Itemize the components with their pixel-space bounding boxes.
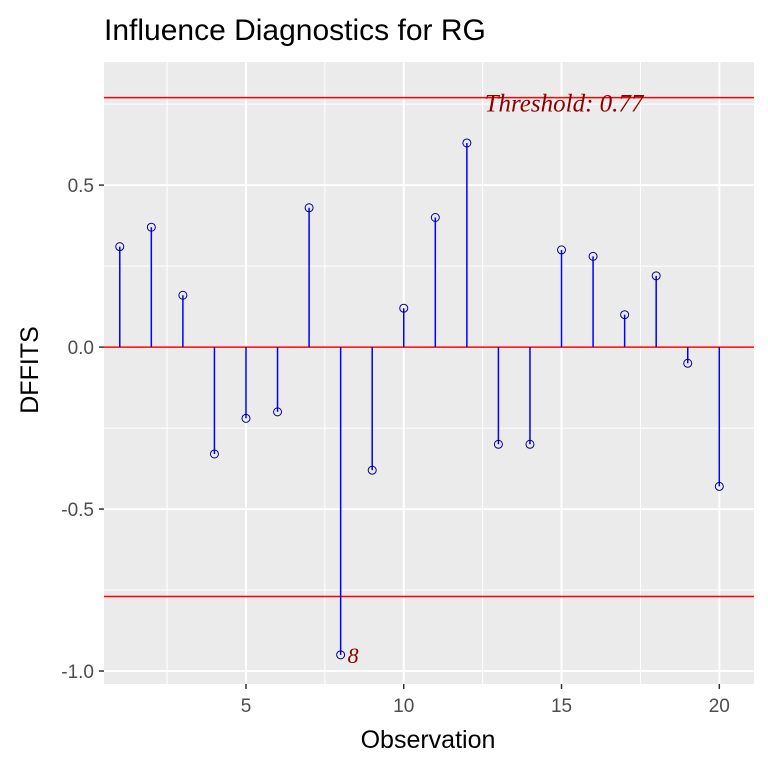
data-point	[683, 358, 693, 368]
data-point	[557, 245, 567, 255]
y-tick-label: 0.0	[68, 338, 94, 359]
y-tick-label: -1.0	[61, 662, 94, 683]
data-point	[178, 290, 188, 300]
y-tick-label: -0.5	[61, 500, 94, 521]
data-point	[714, 481, 724, 491]
data-point	[493, 439, 503, 449]
data-point	[115, 242, 125, 252]
x-tick-label: 15	[551, 696, 572, 717]
data-point	[336, 650, 346, 660]
data-point	[651, 271, 661, 281]
point-label: 8	[348, 643, 359, 668]
data-point	[399, 303, 409, 313]
y-tick-label: 0.5	[68, 176, 94, 197]
data-point	[146, 222, 156, 232]
axes: 5 10 15 20 -1.0 -0.5 0.0 0.5	[61, 176, 730, 717]
annotations: Threshold: 0.77 8	[348, 91, 645, 668]
threshold-label: Threshold: 0.77	[485, 91, 645, 118]
x-tick-label: 5	[241, 696, 252, 717]
x-tick-label: 10	[393, 696, 414, 717]
data-point	[430, 213, 440, 222]
x-axis-title: Observation	[361, 726, 496, 754]
data-point	[209, 449, 219, 459]
data-point	[588, 251, 598, 261]
data-point	[462, 138, 472, 148]
y-axis-title: DFFITS	[16, 326, 44, 414]
data-point	[525, 439, 535, 449]
data-points	[115, 138, 724, 660]
data-point	[367, 465, 377, 475]
chart-title: Influence Diagnostics for RG	[104, 14, 486, 47]
stem-lines	[119, 142, 721, 655]
plot-panel	[104, 62, 754, 684]
data-point	[620, 310, 630, 320]
data-point	[304, 203, 314, 213]
x-tick-label: 20	[709, 696, 730, 717]
data-point	[273, 407, 283, 417]
grid-lines	[104, 62, 754, 684]
reference-lines	[104, 96, 754, 598]
data-point	[241, 413, 251, 423]
